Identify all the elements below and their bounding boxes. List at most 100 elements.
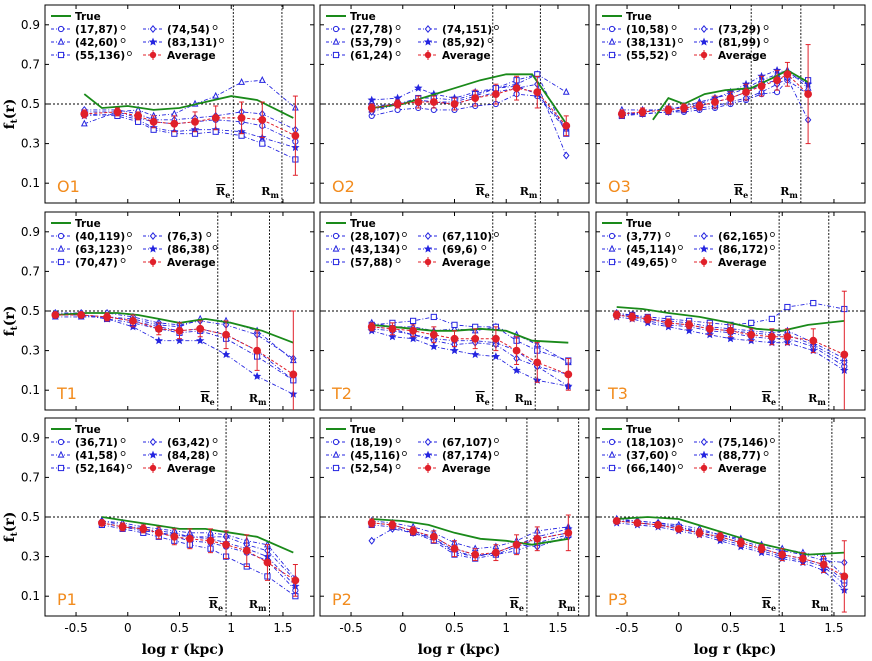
re-label: Re — [762, 392, 776, 407]
average-point — [664, 318, 673, 327]
legend-degree-mark — [212, 245, 218, 250]
average-point — [191, 117, 199, 126]
legend-average-label: Average — [167, 463, 216, 475]
legend-series-marker — [424, 232, 432, 240]
average-point — [429, 98, 438, 106]
average-point — [471, 334, 480, 343]
average-point — [533, 88, 542, 97]
legend-series-label: (52,54) — [350, 463, 393, 475]
legend-series-marker — [699, 244, 709, 253]
legend-series-marker — [57, 37, 65, 45]
rm-label: Rm — [520, 185, 538, 200]
legend-degree-mark — [212, 25, 218, 30]
legend-series-label: (70,47) — [75, 257, 118, 269]
average-line — [616, 314, 845, 356]
y-tick-label: 0.7 — [21, 470, 40, 484]
legend-series-label: (74,151) — [442, 24, 492, 36]
y-tick-label: 0.7 — [21, 264, 40, 278]
legend-series-marker — [332, 450, 340, 458]
legend-degree-mark — [481, 245, 487, 250]
legend-series-label: (40,119) — [75, 231, 125, 243]
series-point — [810, 299, 817, 307]
series-line — [371, 522, 569, 558]
legend-degree-mark — [212, 438, 218, 443]
legend-series-marker — [332, 258, 340, 266]
average-point — [757, 544, 766, 553]
re-label: Re — [476, 392, 490, 407]
legend-series-marker — [57, 438, 65, 446]
x-tick-label: 0 — [675, 621, 683, 635]
x-tick-label: 0.5 — [721, 621, 740, 635]
legend-series-marker — [423, 450, 433, 459]
average-point — [533, 534, 542, 543]
legend-series-label: (3,77) — [626, 231, 662, 243]
true-line — [83, 93, 294, 119]
series-point — [430, 313, 437, 321]
legend-degree-mark — [487, 38, 493, 43]
x-axis-label: log r (kpc) — [694, 642, 777, 658]
average-point — [367, 322, 376, 331]
legend-degree-mark — [493, 25, 499, 30]
average-point — [291, 131, 300, 140]
legend-series-marker — [57, 244, 65, 252]
x-tick-label: 1.5 — [824, 621, 843, 635]
legend-degree-mark — [401, 232, 407, 237]
y-tick-label: 0.5 — [21, 510, 40, 524]
average-point — [674, 524, 683, 533]
legend-degree-mark — [763, 25, 769, 30]
legend-true-label: True — [350, 424, 376, 436]
series-line — [371, 524, 569, 560]
legend-series-marker — [608, 232, 616, 240]
rm-label: Rm — [558, 598, 576, 613]
series-point — [196, 336, 205, 345]
average-point — [757, 82, 766, 91]
series-point — [726, 334, 735, 343]
panel-t2: Re Rm T2 True(28,107) (67,110) (43,134) (69,6)… — [319, 211, 590, 411]
legend-series-label: (45,116) — [350, 450, 400, 462]
average-point — [633, 519, 642, 527]
x-tick-label: 1.5 — [273, 621, 292, 635]
panel-data — [596, 418, 865, 616]
x-tick-label: -0.5 — [64, 621, 87, 635]
x-axis-label: log r (kpc) — [142, 642, 225, 658]
average-point — [512, 346, 521, 355]
series-line — [616, 518, 845, 577]
panel-o2: Re Rm O2 True(27,78) (74,151) (53,79) (85,92) (… — [319, 4, 590, 204]
legend-true-label: True — [626, 218, 652, 230]
x-tick-label: 1.5 — [548, 621, 567, 635]
re-label: Re — [216, 185, 230, 200]
y-tick-label: 0.5 — [21, 97, 40, 111]
average-point — [429, 330, 438, 339]
series-point — [80, 119, 88, 127]
x-axis-label: log r (kpc) — [418, 642, 501, 658]
y-axis-label: ft(r) — [2, 306, 20, 337]
average-point — [222, 540, 230, 549]
legend-degree-mark — [395, 258, 401, 263]
average-point — [409, 526, 418, 535]
panel-data — [45, 212, 314, 410]
re-label: Re — [201, 392, 215, 407]
legend-degree-mark — [395, 464, 401, 469]
average-point — [170, 532, 179, 541]
legend-series-marker — [699, 37, 709, 46]
series-point — [221, 350, 231, 359]
average-point — [263, 558, 272, 567]
legend-degree-mark — [770, 438, 775, 443]
series-line — [371, 522, 569, 556]
average-point — [471, 550, 480, 559]
legend-series-marker — [57, 51, 65, 59]
rm-label: Rm — [515, 392, 533, 407]
x-tick-label: 1 — [227, 621, 235, 635]
legend-degree-mark — [395, 38, 401, 43]
x-tick-label: 0 — [124, 621, 132, 635]
panel-label: P2 — [332, 590, 352, 609]
average-point — [409, 326, 418, 335]
average-point — [778, 550, 787, 559]
series-point — [471, 350, 480, 359]
legend-degree-mark — [665, 232, 671, 237]
legend-average-label: Average — [718, 50, 767, 62]
average-point — [258, 115, 267, 124]
average-point — [767, 332, 776, 341]
x-tick-label: 1 — [778, 621, 786, 635]
legend-series-marker — [148, 37, 158, 46]
